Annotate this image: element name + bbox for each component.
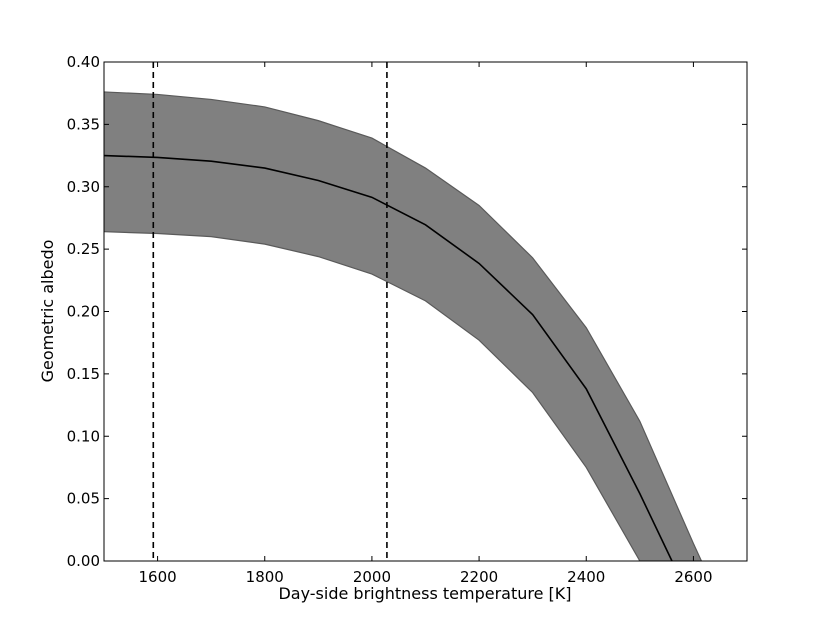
y-axis-label: Geometric albedo [38, 240, 57, 383]
y-tick-label: 0.35 [67, 115, 100, 133]
x-tick-label: 1800 [246, 568, 284, 586]
y-tick-label: 0.05 [67, 490, 100, 508]
x-tick-label: 2000 [353, 568, 391, 586]
x-tick-label: 2400 [567, 568, 605, 586]
x-tick-label: 1600 [138, 568, 176, 586]
x-axis-label: Day-side brightness temperature [K] [278, 584, 571, 603]
x-tick-label: 2600 [674, 568, 712, 586]
y-tick-label: 0.20 [67, 303, 100, 321]
uncertainty-band [104, 91, 702, 561]
y-tick-label: 0.00 [67, 552, 100, 570]
y-tick-label: 0.25 [67, 240, 100, 258]
ticks: 1600 1800 2000 2200 2400 2600 0.00 0.05 0.10 0.15… [67, 53, 747, 586]
band-upper-edge [103, 91, 702, 562]
central-curve [103, 154, 673, 562]
band-lower-edge [103, 231, 641, 562]
y-tick-label: 0.15 [67, 365, 100, 383]
y-tick-label: 0.40 [67, 53, 100, 71]
y-tick-label: 0.10 [67, 427, 100, 445]
y-tick-label: 0.30 [67, 178, 100, 196]
x-tick-label: 2200 [460, 568, 498, 586]
plot-area [103, 62, 702, 562]
